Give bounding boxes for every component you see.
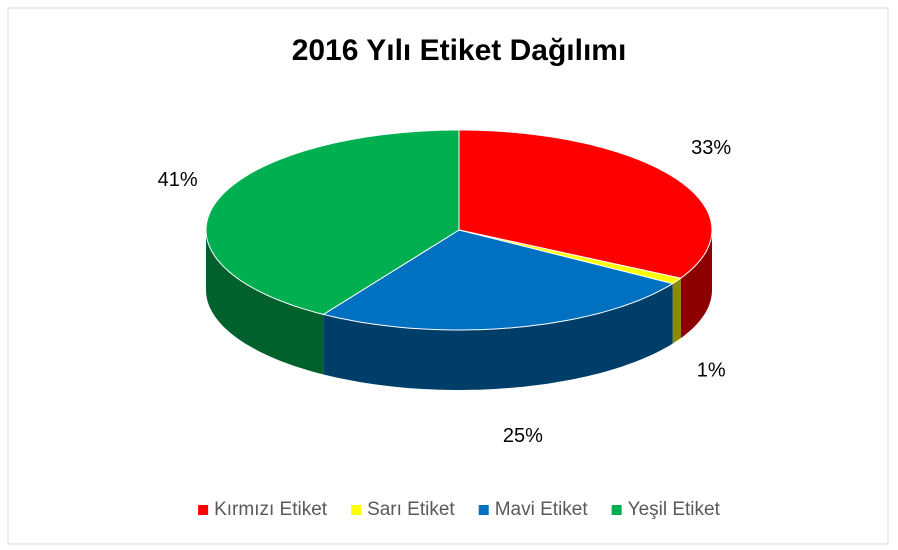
- data-label: 33%: [691, 137, 731, 159]
- legend-label: Yeşil Etiket: [628, 499, 721, 520]
- slice-side: [206, 230, 324, 375]
- legend-swatch: [198, 505, 209, 515]
- legend-label: Sarı Etiket: [367, 499, 455, 520]
- data-label: 25%: [503, 425, 543, 447]
- slice: [458, 129, 713, 279]
- slice-side: [672, 278, 681, 344]
- slice-side: [323, 283, 673, 390]
- chart-title: 2016 Yılı Etiket Dağılımı: [292, 34, 627, 67]
- legend-label: Kırmızı Etiket: [214, 499, 328, 520]
- legend-swatch: [611, 505, 622, 515]
- slice: [205, 129, 460, 315]
- slice: [322, 229, 674, 331]
- legend-label: Mavi Etiket: [495, 499, 589, 520]
- legend-swatch: [478, 505, 489, 515]
- data-label: 1%: [697, 360, 726, 382]
- data-label: 41%: [158, 169, 198, 191]
- legend-swatch: [351, 505, 362, 515]
- slice-side: [680, 230, 712, 339]
